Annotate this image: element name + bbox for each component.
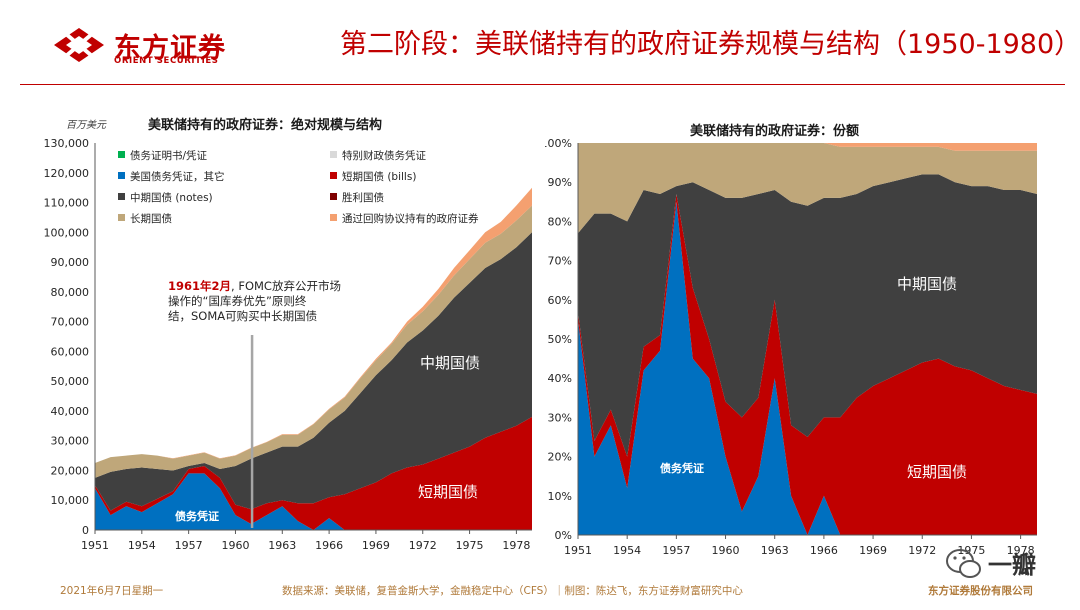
right-area-chart: 0% 10% 20% 30% 40% 50% 60% 70% 80% 90% 100% 1951 195…	[545, 137, 1037, 557]
annotation-rest: , FOMC放弃公开市场	[231, 279, 341, 293]
legend-swatch-cert	[118, 151, 125, 158]
page-title: 第二阶段：美联储持有的政府证券规模与结构（1950-1980）	[340, 29, 1080, 60]
x-tick-label: 1960	[221, 539, 249, 552]
footer-date: 2021年6月7日星期一	[60, 585, 164, 597]
legend-label-repo: 通过回购协议持有的政府证券	[342, 212, 479, 225]
y-tick-label: 40%	[548, 372, 572, 385]
y-tick-label: 90,000	[51, 256, 90, 269]
area-label-notes: 中期国债	[420, 354, 480, 372]
logo-text-en: ORIENT SECURITIES	[114, 56, 219, 66]
y-tick-label: 60,000	[51, 345, 90, 358]
area-bills	[578, 194, 1037, 535]
y-tick-label: 50,000	[51, 375, 90, 388]
y-tick-label: 30%	[548, 411, 572, 424]
y-tick-label: 130,000	[44, 137, 90, 150]
y-tick-label: 20%	[548, 451, 572, 464]
x-tick-label: 1966	[315, 539, 343, 552]
legend-swatch-victory	[330, 193, 337, 200]
area-notes_other	[578, 201, 1037, 536]
y-tick-label: 50%	[548, 333, 572, 346]
x-tick-label: 1960	[712, 544, 740, 557]
legend-label-special: 特别财政债务凭证	[342, 149, 426, 162]
area-repo	[578, 143, 1037, 151]
x-tick-label: 1963	[761, 544, 789, 557]
left-chart-title: 美联储持有的政府证券：绝对规模与结构	[148, 118, 383, 133]
y-tick-label: 100,000	[44, 226, 90, 239]
y-tick-label: 90%	[548, 176, 572, 189]
y-tick-label: 80,000	[51, 286, 90, 299]
x-tick-label: 1969	[859, 544, 887, 557]
x-tick-label: 1978	[1007, 544, 1035, 557]
footer-source: 数据来源：美联储，复普金斯大学，金融稳定中心（CFS）｜制图：陈达飞，东方证券财…	[282, 585, 743, 597]
annotation-text-line-1: 1961年2月, FOMC放弃公开市场	[168, 279, 341, 293]
x-tick-label: 1957	[175, 539, 203, 552]
x-tick-label: 1975	[957, 544, 985, 557]
legend-label-notes: 中期国债 (notes)	[130, 191, 213, 204]
x-tick-label: 1978	[502, 539, 530, 552]
legend-label-bonds: 长期国债	[130, 212, 172, 225]
legend-label-victory: 胜利国债	[342, 191, 384, 204]
y-tick-label: 110,000	[44, 197, 90, 210]
annotation-highlight: 1961年2月	[168, 279, 231, 293]
area-notes	[95, 232, 532, 511]
legend-swatch-notes	[118, 193, 125, 200]
legend-label-notes_other: 美国债务凭证，其它	[130, 170, 225, 183]
footer-company: 东方证券股份有限公司	[928, 585, 1033, 597]
y-tick-label: 80%	[548, 215, 572, 228]
legend-swatch-bonds	[118, 214, 125, 221]
area-bonds	[578, 143, 1037, 234]
right-chart-title: 美联储持有的政府证券：份额	[690, 124, 860, 139]
y-tick-label: 120,000	[44, 167, 90, 180]
area-bills	[95, 416, 532, 530]
x-tick-label: 1975	[456, 539, 484, 552]
logo-text-cn: 东方证券	[114, 33, 226, 64]
legend-swatch-repo	[330, 214, 337, 221]
area-notes_other	[95, 473, 532, 530]
x-tick-label: 1972	[908, 544, 936, 557]
x-tick-label: 1951	[564, 544, 592, 557]
wechat-icon	[946, 549, 981, 578]
legend-label-cert: 债务证明书/凭证	[130, 149, 208, 162]
logo-mark-icon	[54, 28, 104, 62]
watermark: 一瓣	[944, 543, 1064, 583]
x-tick-label: 1966	[810, 544, 838, 557]
area-label-bills: 短期国债	[907, 463, 967, 481]
area-label-cert: 债务凭证	[175, 509, 219, 523]
x-tick-label: 1951	[81, 539, 109, 552]
y-tick-label: 10,000	[51, 494, 90, 507]
y-tick-label: 0%	[555, 529, 572, 542]
x-tick-label: 1957	[662, 544, 690, 557]
watermark-text: 一瓣	[988, 551, 1036, 579]
legend-swatch-notes_other	[118, 172, 125, 179]
y-tick-label: 100%	[545, 137, 572, 150]
y-tick-label: 60%	[548, 294, 572, 307]
annotation-text-line-3: 结，SOMA可购买中长期国债	[168, 309, 317, 323]
x-tick-label: 1954	[613, 544, 641, 557]
area-label-notes: 中期国债	[897, 275, 957, 293]
y-tick-label: 0	[82, 524, 89, 537]
x-tick-label: 1972	[409, 539, 437, 552]
header-divider	[20, 84, 1065, 85]
left-area-chart: 0 10,000 20,000 30,000 40,000 50,000 60,000 70,…	[44, 137, 532, 552]
legend-swatch-special	[330, 151, 337, 158]
y-tick-label: 20,000	[51, 464, 90, 477]
y-tick-label: 10%	[548, 490, 572, 503]
x-tick-label: 1963	[268, 539, 296, 552]
legend-swatch-bills	[330, 172, 337, 179]
y-tick-label: 30,000	[51, 435, 90, 448]
y-tick-label: 70,000	[51, 316, 90, 329]
y-tick-label: 40,000	[51, 405, 90, 418]
area-label-bills: 短期国债	[418, 483, 478, 501]
y-tick-label: 70%	[548, 255, 572, 268]
area-label-cert: 债务凭证	[660, 461, 704, 475]
left-unit-label: 百万美元	[66, 120, 106, 131]
x-tick-label: 1954	[128, 539, 156, 552]
x-tick-label: 1969	[362, 539, 390, 552]
annotation-text-line-2: 操作的“国库券优先”原则终	[168, 294, 307, 308]
legend-label-bills: 短期国债 (bills)	[342, 170, 416, 183]
area-notes	[578, 174, 1037, 457]
